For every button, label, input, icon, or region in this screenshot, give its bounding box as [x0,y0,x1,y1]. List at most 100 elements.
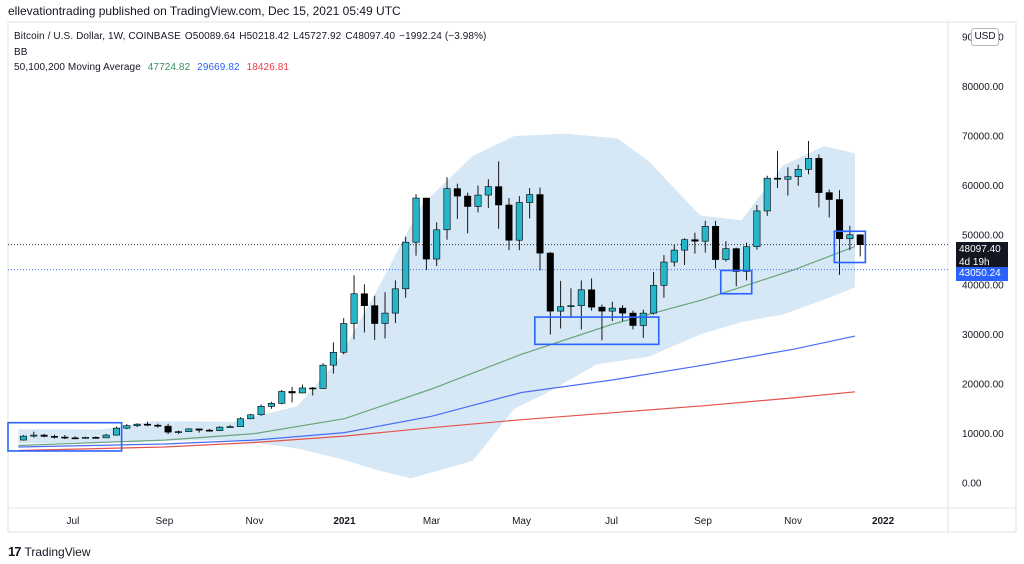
candle-down [598,306,606,312]
candle-up [681,239,689,251]
candle-down [288,391,296,394]
candle-down [154,424,162,427]
candle-up [846,234,854,240]
candle-up [257,406,265,416]
candle-up [278,391,286,404]
candle-down [71,437,79,440]
candle-up [660,261,668,286]
price-tick-label: 70000.00 [962,132,1004,143]
close-label: C [345,31,353,42]
candle-up [722,248,730,260]
candle-up [298,387,306,394]
symbol-legend: Bitcoin / U.S. Dollar, 1W, COINBASE O5008… [14,31,491,42]
candle-down [92,437,100,439]
moving-averages [18,245,856,452]
candle-up [247,414,255,420]
bb-label[interactable]: BB [14,47,28,58]
time-tick-label: Jul [605,516,618,527]
high-value: 50218.42 [246,31,290,42]
candle-up [112,427,120,436]
ma-label[interactable]: 50,100,200 Moving Average [14,62,141,73]
candle-down [453,188,461,197]
candle-up [133,423,141,426]
price-tick-label: 30000.00 [962,330,1004,341]
currency-button[interactable]: USD [971,28,999,46]
candle-down [588,289,596,308]
publish-info: ellevationtrading published on TradingVi… [8,4,401,18]
candle-down [360,293,368,306]
candle-up [443,188,451,231]
candle-down [309,387,317,390]
candle-up [701,226,709,242]
time-tick-label: Jul [67,516,80,527]
candle-up [433,229,441,260]
price-tick-label: 10000.00 [962,429,1004,440]
candle-up [526,194,534,203]
candle-down [205,429,213,432]
time-tick-label: Sep [694,516,712,527]
candle-up [763,177,771,212]
candle-down [691,239,699,242]
symbol-title[interactable]: Bitcoin / U.S. Dollar, 1W, COINBASE [14,31,181,42]
candle-up [391,288,399,314]
candle-down [371,305,379,324]
last-price-tag: 48097.40 4d 19h [956,242,1008,270]
candle-up [102,434,110,439]
price-tick-label: 50000.00 [962,231,1004,242]
ma-legend[interactable]: 50,100,200 Moving Average 47724.82 29669… [14,62,293,73]
price-tick-label: 60000.00 [962,181,1004,192]
last-price-value: 48097.40 [959,244,1001,255]
time-tick-label: May [512,516,531,527]
time-axis[interactable]: Jul Sep Nov 2021 Mar May Jul Sep Nov 2022 [67,516,895,527]
candle-up [216,426,224,431]
candle-down [856,234,864,245]
annotation-box [833,230,867,264]
candle-down [164,425,172,433]
tradingview-logo-icon: 17 [8,544,22,559]
candle-up [557,306,565,312]
candle-down [195,428,203,431]
candle-down [825,192,833,200]
footer-brand[interactable]: 17 TradingView [8,544,91,559]
ma200-value: 18426.81 [246,62,290,73]
candle-up [412,197,420,243]
candle-down [495,186,503,206]
candle-up [267,403,275,407]
candle-up [185,428,193,432]
candle-up [650,285,658,314]
candle-up [639,312,647,326]
candle-up [226,426,234,428]
candle-down [815,158,823,193]
bollinger-fill [18,133,856,479]
candle-up [670,249,678,263]
low-value: 45727.92 [298,31,342,42]
bb-legend[interactable]: BB [14,47,32,58]
candle-up [123,425,131,429]
candle-up [753,210,761,247]
ma50-line [18,245,856,447]
candle-up [805,158,813,170]
candle-up [743,246,751,272]
brand-name: TradingView [24,544,91,559]
time-tick-label: 2021 [333,516,356,527]
candle-up [236,418,244,427]
price-tick-label: 20000.00 [962,380,1004,391]
time-tick-label: 2022 [872,516,895,527]
low-label: L [293,31,299,42]
candle-up [608,307,616,312]
candle-up [319,364,327,389]
candle-down [774,177,782,180]
annotation-box [7,421,123,452]
time-tick-label: Nov [246,516,264,527]
candle-up [484,186,492,196]
candle-down [61,436,69,439]
price-tick-label: 40000.00 [962,280,1004,291]
candle-down [546,252,554,312]
candle-up [381,312,389,324]
candle-down [629,312,637,326]
ma200-line [18,391,856,452]
price-tick-label: 80000.00 [962,82,1004,93]
high-label: H [239,31,247,42]
change-value: −1992.24 (−3.98%) [399,31,487,42]
